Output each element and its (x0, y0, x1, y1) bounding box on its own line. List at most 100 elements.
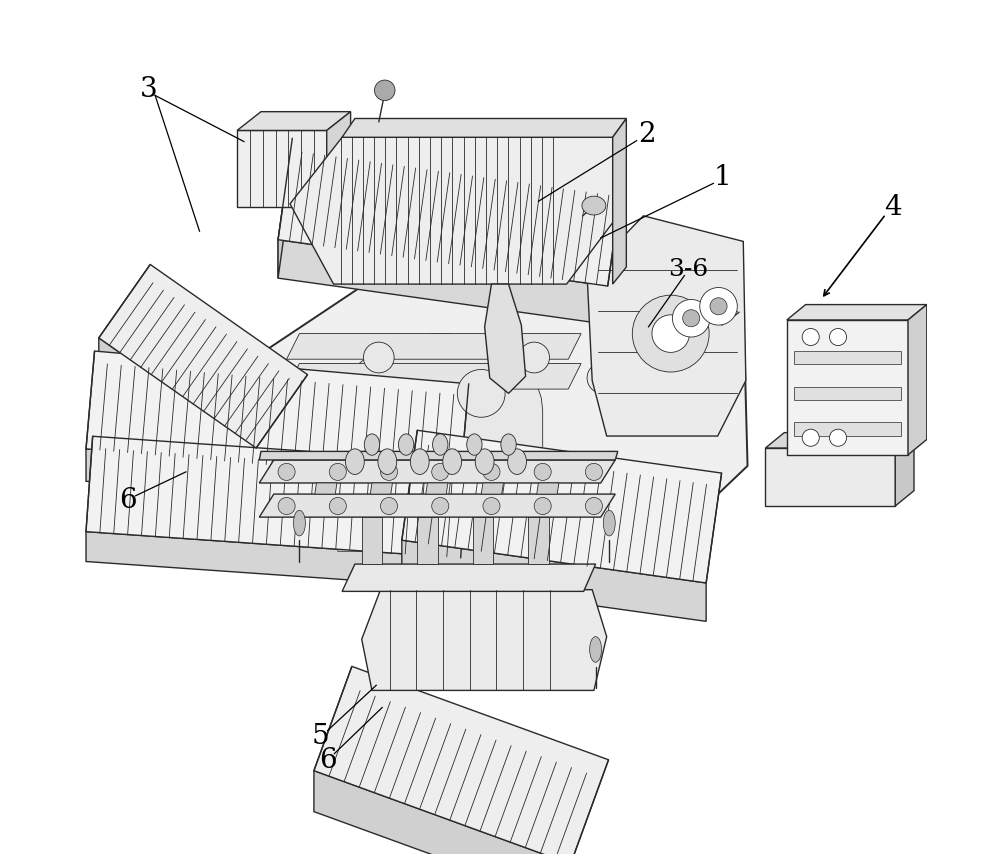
Circle shape (585, 463, 602, 481)
Polygon shape (237, 112, 351, 131)
Polygon shape (426, 483, 448, 494)
Polygon shape (794, 351, 901, 364)
Polygon shape (765, 433, 914, 448)
Text: 3-6: 3-6 (668, 258, 708, 281)
Circle shape (380, 463, 398, 481)
Circle shape (519, 342, 550, 373)
Ellipse shape (398, 433, 414, 455)
Ellipse shape (345, 449, 364, 475)
Polygon shape (362, 517, 382, 564)
Circle shape (457, 369, 505, 417)
Polygon shape (787, 320, 908, 455)
Circle shape (632, 295, 709, 372)
Circle shape (700, 287, 737, 325)
Circle shape (710, 298, 727, 315)
Ellipse shape (475, 449, 494, 475)
Polygon shape (338, 333, 543, 551)
Polygon shape (473, 517, 493, 564)
Ellipse shape (501, 433, 516, 455)
Polygon shape (287, 333, 581, 359)
Ellipse shape (364, 433, 380, 455)
Polygon shape (537, 483, 559, 494)
Polygon shape (259, 494, 615, 517)
Circle shape (329, 463, 346, 481)
Polygon shape (908, 304, 927, 455)
Ellipse shape (293, 510, 305, 536)
Circle shape (375, 80, 395, 101)
Circle shape (432, 463, 449, 481)
Polygon shape (259, 460, 615, 483)
Polygon shape (99, 264, 308, 448)
Text: 4: 4 (884, 194, 901, 221)
Circle shape (585, 498, 602, 515)
Polygon shape (278, 239, 608, 324)
Ellipse shape (590, 637, 602, 663)
Polygon shape (327, 112, 351, 207)
Ellipse shape (467, 433, 482, 455)
Polygon shape (765, 448, 895, 506)
Polygon shape (259, 451, 618, 460)
Polygon shape (237, 131, 327, 207)
Circle shape (534, 463, 551, 481)
Circle shape (802, 328, 819, 345)
Circle shape (483, 463, 500, 481)
Circle shape (672, 299, 710, 337)
Text: 1: 1 (713, 164, 731, 191)
Polygon shape (613, 119, 626, 284)
Circle shape (829, 328, 847, 345)
Polygon shape (342, 564, 596, 592)
Polygon shape (485, 284, 526, 393)
Circle shape (652, 315, 690, 352)
Text: 2: 2 (638, 121, 656, 148)
Circle shape (483, 498, 500, 515)
Polygon shape (417, 517, 438, 564)
Ellipse shape (433, 433, 448, 455)
Circle shape (363, 342, 394, 373)
Polygon shape (86, 532, 461, 587)
Ellipse shape (410, 449, 429, 475)
Circle shape (380, 498, 398, 515)
Polygon shape (314, 770, 571, 855)
Polygon shape (342, 119, 626, 138)
Polygon shape (265, 256, 748, 551)
Polygon shape (99, 338, 256, 482)
Text: 5: 5 (312, 723, 330, 750)
Circle shape (534, 498, 551, 515)
Circle shape (278, 463, 295, 481)
Polygon shape (481, 483, 503, 494)
Polygon shape (278, 139, 622, 286)
Ellipse shape (508, 449, 526, 475)
Polygon shape (794, 386, 901, 400)
Polygon shape (287, 363, 581, 389)
Polygon shape (362, 590, 607, 690)
Text: 6: 6 (319, 747, 336, 774)
Ellipse shape (603, 510, 615, 536)
Polygon shape (528, 517, 549, 564)
Ellipse shape (582, 196, 606, 215)
Circle shape (683, 310, 700, 327)
Text: 3: 3 (139, 76, 157, 103)
Ellipse shape (378, 449, 397, 475)
Polygon shape (587, 215, 746, 436)
Circle shape (432, 498, 449, 515)
Text: 6: 6 (119, 486, 137, 514)
Polygon shape (895, 433, 914, 506)
Circle shape (278, 498, 295, 515)
Polygon shape (402, 430, 722, 583)
Ellipse shape (443, 449, 462, 475)
Circle shape (329, 498, 346, 515)
Polygon shape (86, 449, 460, 514)
Polygon shape (314, 666, 609, 855)
Polygon shape (86, 436, 467, 557)
Circle shape (587, 363, 618, 393)
Polygon shape (794, 422, 901, 436)
Circle shape (802, 429, 819, 446)
Polygon shape (278, 139, 292, 278)
Polygon shape (290, 138, 618, 284)
Polygon shape (787, 304, 927, 320)
Polygon shape (370, 483, 392, 494)
Polygon shape (86, 351, 469, 481)
Circle shape (829, 429, 847, 446)
Polygon shape (402, 540, 706, 622)
Polygon shape (315, 483, 337, 494)
